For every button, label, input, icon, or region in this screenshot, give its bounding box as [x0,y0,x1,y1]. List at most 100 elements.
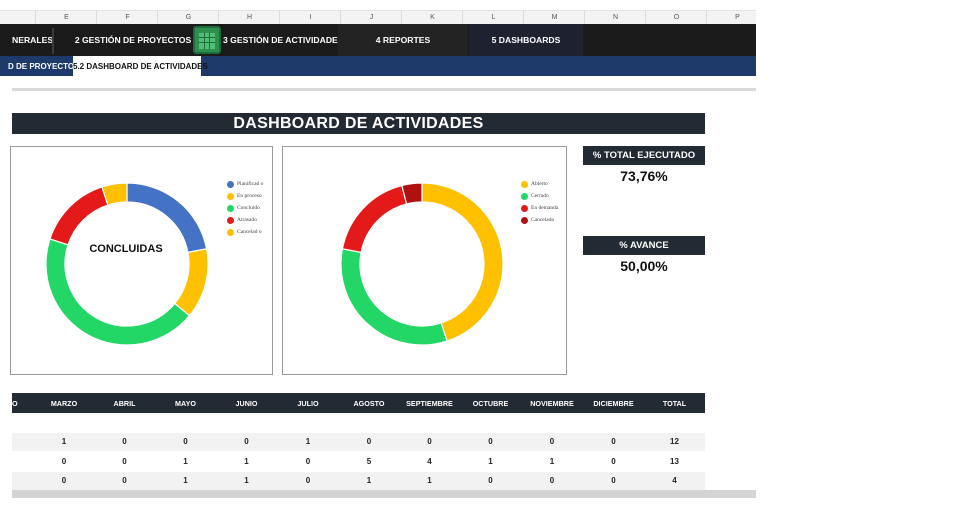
table-cell[interactable]: 1 [61,437,67,446]
table-header-cell: TOTAL [662,399,687,408]
legend-label: Cancelado [531,217,555,223]
column-letter[interactable]: H [218,11,280,24]
table-header-cell: OCTUBRE [472,399,509,408]
table-header-cell: SEPTIEMBRE [406,399,453,408]
table-cell[interactable]: 0 [305,457,311,466]
column-letter[interactable]: P [706,11,768,24]
column-letter[interactable]: O [645,11,707,24]
table-cell[interactable]: 0 [366,437,372,446]
dashboard-title: DASHBOARD DE ACTIVIDADES [12,113,705,134]
table-cell[interactable]: 0 [305,476,311,485]
table-cell[interactable] [12,453,34,471]
subtab-dashboard-proyectos[interactable]: D DE PROYECTOS [0,56,79,76]
donut-chart-2 [340,182,504,346]
legend-item: Atrasado [227,217,267,224]
column-letter[interactable]: J [340,11,402,24]
table-cell[interactable]: 0 [122,457,127,466]
legend-label: Cerrado [531,193,549,199]
legend-swatch [227,181,234,188]
tab-dashboards[interactable]: 5 DASHBOARDS [469,24,583,56]
table-cell[interactable]: 4 [427,457,432,466]
spreadsheet-icon[interactable] [193,26,221,54]
legend-label: Concluido [237,205,260,211]
table-cell[interactable]: 0 [122,437,127,446]
donut-slice [421,182,504,342]
table-cell[interactable]: 1 [183,476,188,485]
table-cell[interactable]: 5 [366,457,372,466]
donut-slice [49,186,109,246]
table-cell[interactable]: 0 [611,476,616,485]
legend-item: Planificad o [227,181,267,188]
table-header-cell: DICIEMBRE [593,399,634,408]
tab-reportes[interactable]: 4 REPORTES [338,24,468,56]
table-cell[interactable]: 4 [672,476,677,485]
table-cell[interactable]: 0 [61,476,67,485]
table-cell[interactable]: 13 [670,457,679,466]
donut-chart-1 [45,182,209,346]
table-cell[interactable]: 0 [427,437,432,446]
table-cell[interactable]: 0 [61,457,67,466]
legend-swatch [521,217,528,224]
table-cell[interactable]: 1 [305,437,311,446]
legend-item: Abierto [521,181,561,188]
legend-label: En proceso [237,193,262,199]
tab-gestion-actividades[interactable]: 3 GESTIÓN DE ACTIVIDADES [223,35,344,45]
donut-slice [340,248,448,346]
table-header-cell: AGOSTO [353,399,385,408]
table-cell[interactable]: 0 [611,437,616,446]
legend-label: En demanda [531,205,559,211]
kpi-avance-label: % AVANCE [583,236,705,255]
chart-panel-2: Abierto Cerrado En demanda Cancelado [282,146,567,375]
legend-item: Cerrado [521,193,561,200]
table-header-cell: JULIO [297,399,319,408]
column-letter[interactable]: G [157,11,219,24]
table-cell[interactable]: 0 [488,437,493,446]
legend-item: Cancelad o [227,229,267,236]
column-letter[interactable]: N [584,11,646,24]
table-header-cell: MAYO [175,399,196,408]
table-cell[interactable]: 0 [488,476,493,485]
column-letter[interactable]: I [279,11,341,24]
subtab-dashboard-actividades[interactable]: 5.2 DASHBOARD DE ACTIVIDADES [73,56,208,76]
tab-generales[interactable]: NERALES [12,35,54,45]
legend-swatch [521,181,528,188]
sub-nav: D DE PROYECTOS 5.2 DASHBOARD DE ACTIVIDA… [0,56,756,76]
table-header: O MARZO ABRIL MAYO JUNIO JULIO AGOSTO SEPTIEMBR… [12,393,705,413]
table-cell[interactable]: 0 [244,437,249,446]
table-cell[interactable] [12,433,34,451]
main-nav: NERALES 2 GESTIÓN DE PROYECTOS 3 GESTIÓN… [0,24,756,56]
legend-item: Concluido [227,205,267,212]
column-letter[interactable]: F [96,11,158,24]
legend-label: Atrasado [237,217,257,223]
column-letter[interactable]: M [523,11,585,24]
table-row: 1 0 0 0 1 0 0 0 0 0 12 [12,433,705,451]
legend-swatch [227,229,234,236]
column-letter[interactable]: L [462,11,524,24]
legend-swatch [521,205,528,212]
chart-panel-1: CONCLUIDAS Planificad o En proceso Conclui… [10,146,273,375]
table-cell[interactable]: 1 [366,476,372,485]
table-cell[interactable]: 1 [244,476,249,485]
table-header-cell: JUNIO [235,399,258,408]
table-cell[interactable]: 0 [122,476,127,485]
table-cell[interactable]: 1 [183,457,188,466]
chart2-legend: Abierto Cerrado En demanda Cancelado [521,181,561,229]
table-cell[interactable]: 1 [549,457,555,466]
table-row: 0 0 1 1 0 5 4 1 1 0 13 [12,453,705,471]
table-cell[interactable]: 12 [670,437,679,446]
donut-slice [401,182,423,205]
legend-item: En demanda [521,205,561,212]
column-letter[interactable]: E [35,11,97,24]
tab-gestion-proyectos[interactable]: 2 GESTIÓN DE PROYECTOS [74,35,192,45]
table-cell[interactable] [12,472,34,490]
column-letter[interactable]: K [401,11,463,24]
horizontal-scrollbar[interactable] [12,490,756,498]
table-header-cell: NOVIEMBRE [530,399,574,408]
table-cell[interactable]: 0 [549,437,555,446]
table-cell[interactable]: 1 [488,457,493,466]
table-cell[interactable]: 0 [611,457,616,466]
table-cell[interactable]: 1 [244,457,249,466]
table-cell[interactable]: 0 [549,476,555,485]
table-cell[interactable]: 0 [183,437,188,446]
table-cell[interactable]: 1 [427,476,432,485]
